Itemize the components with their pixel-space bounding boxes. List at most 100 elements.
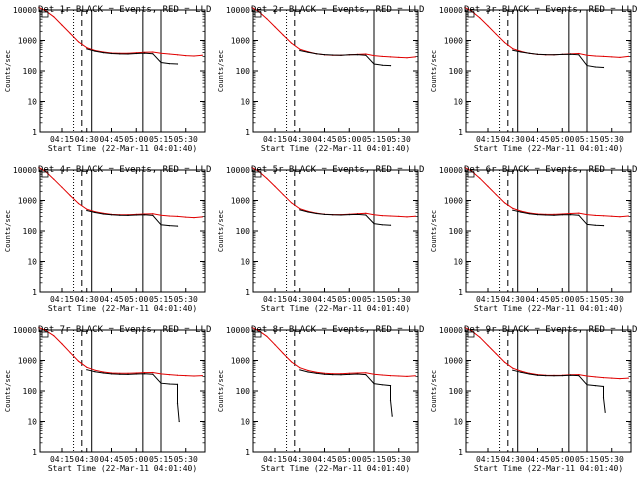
corner-square-icon: [41, 331, 49, 338]
x-axis-label: Start Time (22-Mar-11 04:01:40): [48, 304, 197, 313]
data-point-red: [251, 327, 253, 329]
data-point-black: [94, 371, 96, 373]
data-point-red: [282, 194, 284, 196]
data-point-red: [470, 10, 473, 12]
data-point-red: [168, 374, 170, 376]
y-tick-label: 10000: [13, 6, 37, 15]
data-point-black: [553, 54, 555, 56]
data-point-black: [545, 375, 547, 377]
data-point-red: [257, 329, 260, 332]
corner-square-icon: [41, 171, 49, 178]
y-tick-label: 100: [449, 67, 464, 76]
corner-square-icon: [467, 11, 475, 18]
data-point-black: [545, 54, 547, 56]
x-tick-label: 05:15: [575, 295, 599, 304]
data-point-red: [602, 55, 605, 58]
chart-title: Det 4r BLACK = Events, RED = LLD: [38, 165, 211, 175]
data-point-red: [176, 54, 179, 56]
x-tick-label: 05:15: [575, 455, 599, 464]
data-point-black: [356, 373, 359, 375]
data-point-red: [611, 56, 613, 58]
y-tick-label: 1000: [18, 197, 37, 206]
data-point-red: [53, 16, 55, 18]
data-point-red: [512, 207, 514, 209]
y-tick-label: 1: [32, 288, 37, 297]
x-tick-label: 05:00: [124, 295, 148, 304]
data-point-black: [307, 371, 309, 373]
data-point-black: [586, 223, 588, 225]
data-point-red: [160, 52, 162, 54]
series-line-black: [299, 50, 391, 67]
corner-square-icon: [41, 11, 49, 18]
chart-title: Det 1r BLACK = Events, RED = LLD: [38, 5, 211, 15]
y-tick-label: 100: [23, 67, 38, 76]
data-point-red: [414, 375, 416, 377]
data-point-black: [373, 383, 375, 385]
data-point-black: [152, 214, 154, 216]
data-point-black: [578, 375, 580, 377]
x-tick-label: 04:45: [312, 455, 336, 464]
y-tick-label: 1: [458, 288, 463, 297]
data-point-red: [398, 375, 400, 377]
data-point-black: [553, 375, 555, 377]
chart-title: Det 6r BLACK = Events, RED = LLD: [464, 165, 637, 175]
x-tick-label: 04:30: [75, 295, 99, 304]
y-tick-label: 10: [453, 98, 463, 107]
x-tick-label: 04:45: [525, 455, 549, 464]
data-point-black: [578, 54, 580, 56]
data-point-black: [315, 53, 317, 55]
data-point-red: [201, 375, 203, 377]
data-point-black: [602, 397, 605, 399]
data-point-black: [373, 63, 375, 65]
data-point-black: [604, 411, 606, 413]
data-point-black: [594, 66, 596, 68]
data-point-black: [528, 52, 530, 54]
x-tick-label: 04:30: [288, 295, 312, 304]
data-point-red: [152, 213, 154, 215]
chart-panel-4: 1 10 100 1000 10000 04:15 04:30 04:45 05:00 05:15…: [4, 165, 211, 313]
data-point-black: [569, 214, 572, 216]
series-line-black: [299, 209, 391, 226]
data-point-black: [110, 373, 113, 375]
data-point-red: [193, 217, 195, 219]
y-axis-label: Counts/sec: [430, 50, 438, 92]
data-point-black: [307, 51, 309, 53]
data-point-black: [299, 49, 301, 52]
x-tick-label: 05:15: [149, 295, 173, 304]
y-tick-label: 100: [449, 387, 464, 396]
data-point-black: [536, 214, 539, 216]
y-tick-label: 1000: [231, 197, 250, 206]
data-point-red: [69, 352, 71, 354]
y-tick-label: 100: [23, 227, 38, 236]
data-point-red: [495, 33, 497, 35]
y-tick-label: 100: [449, 227, 464, 236]
data-point-red: [356, 372, 359, 374]
data-point-red: [69, 32, 71, 35]
y-tick-label: 1: [245, 288, 250, 297]
data-point-black: [348, 214, 350, 216]
data-point-black: [168, 63, 170, 65]
data-point-black: [602, 385, 605, 388]
data-point-black: [356, 54, 359, 56]
data-point-red: [135, 372, 137, 374]
chart-panel-8: 1 10 100 1000 10000 04:15 04:30 04:45 05:00 05:15…: [217, 325, 424, 473]
data-point-black: [102, 213, 104, 215]
data-point-black: [545, 214, 547, 216]
data-point-black: [365, 214, 367, 216]
data-point-red: [348, 372, 350, 374]
data-point-black: [299, 209, 301, 211]
data-point-red: [251, 167, 253, 169]
data-point-black: [512, 209, 514, 211]
data-point-red: [602, 377, 605, 379]
x-tick-label: 05:00: [550, 295, 574, 304]
chart-title: Det 9r BLACK = Events, RED = LLD: [464, 325, 637, 335]
data-point-red: [464, 7, 466, 9]
data-point-red: [332, 373, 334, 375]
data-point-red: [569, 212, 572, 215]
y-tick-label: 10: [453, 418, 463, 427]
chart-panel-9: 1 10 100 1000 10000 04:15 04:30 04:45 05:00 05:15…: [430, 325, 637, 473]
data-point-red: [86, 208, 88, 210]
chart-title: Det 7r BLACK = Events, RED = LLD: [38, 325, 211, 335]
data-point-red: [479, 177, 481, 179]
y-tick-label: 10000: [226, 166, 250, 175]
